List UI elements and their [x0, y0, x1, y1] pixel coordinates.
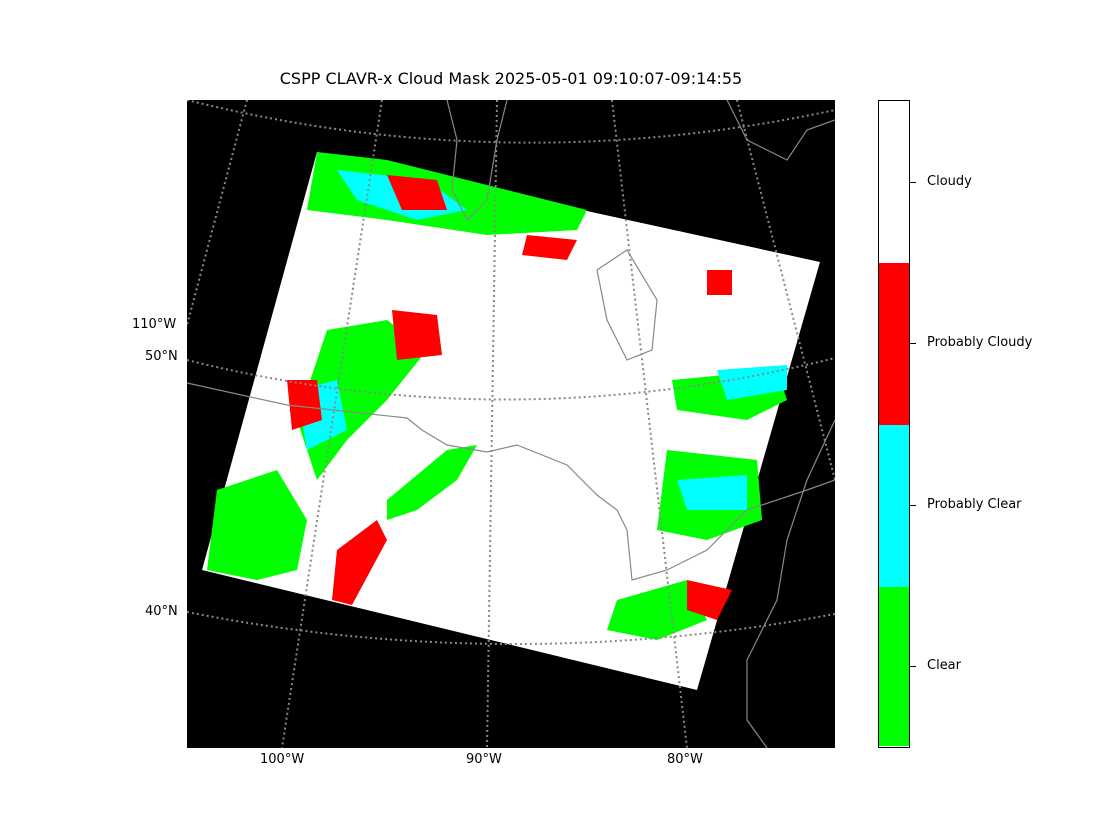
- probably-clear-east-south: [677, 475, 747, 510]
- map-title: CSPP CLAVR-x Cloud Mask 2025-05-01 09:10…: [279, 69, 743, 88]
- clear-region-southeast: [607, 580, 707, 640]
- colorbar-tick-clear: [910, 666, 916, 667]
- meridian-110w: [187, 100, 248, 326]
- east-coast: [746, 419, 835, 748]
- probably-cloudy-ne: [522, 235, 577, 260]
- colorbar-segment-probably-clear: [879, 425, 909, 587]
- meridian-70w: [736, 100, 835, 481]
- parallel-60n: [187, 100, 835, 144]
- probably-cloudy-southeast: [687, 580, 732, 620]
- lat-label-40n: 40°N: [145, 604, 178, 619]
- colorbar-segment-clear: [879, 587, 909, 746]
- clear-region-central: [387, 445, 477, 520]
- clear-region-southwest: [207, 470, 307, 580]
- northeast-coast: [726, 100, 835, 161]
- lon-label-90w: 90°W: [466, 752, 502, 767]
- border-us-canada: [187, 382, 835, 581]
- colorbar-tick-probably-cloudy: [910, 343, 916, 344]
- colorbar-label-probably-clear: Probably Clear: [927, 497, 1022, 512]
- graticule: [187, 100, 835, 748]
- colorbar: [878, 100, 910, 748]
- parallel-40n: [187, 611, 835, 645]
- colorbar-tick-cloudy: [910, 182, 916, 183]
- lon-label-100w: 100°W: [260, 752, 305, 767]
- lon-label-80w: 80°W: [667, 752, 703, 767]
- clear-region-north: [307, 152, 587, 235]
- parallel-50n: [187, 357, 835, 401]
- colorbar-segment-probably-cloudy: [879, 263, 909, 425]
- colorbar-label-cloudy: Cloudy: [927, 174, 972, 189]
- meridian-80w: [611, 100, 688, 748]
- lat-label-50n: 50°N: [145, 349, 178, 364]
- probably-cloudy-north: [387, 175, 447, 210]
- colorbar-label-probably-cloudy: Probably Cloudy: [927, 335, 1033, 350]
- great-lakes-shore: [596, 249, 658, 361]
- meridian-100w: [281, 100, 383, 748]
- probably-cloudy-west: [287, 380, 322, 430]
- lon-label-110w: 110°W: [132, 317, 177, 332]
- probably-clear-east: [717, 365, 787, 400]
- hudson-bay-shore: [446, 100, 508, 222]
- clear-region-west: [297, 320, 427, 480]
- cloud-mask-map: [187, 100, 835, 748]
- probably-cloudy-south: [332, 520, 387, 605]
- probably-cloudy-central: [392, 310, 442, 360]
- satellite-swath: [202, 152, 820, 690]
- colorbar-label-clear: Clear: [927, 658, 961, 673]
- colorbar-segment-cloudy: [879, 101, 909, 263]
- colorbar-tick-probably-clear: [910, 505, 916, 506]
- meridian-90w: [486, 100, 498, 748]
- probably-cloudy-east: [707, 270, 732, 295]
- coastlines: [187, 100, 835, 748]
